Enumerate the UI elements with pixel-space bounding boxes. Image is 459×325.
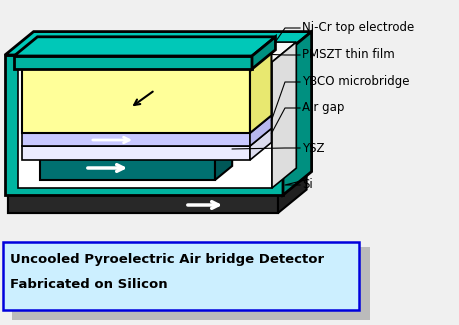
Polygon shape xyxy=(5,55,282,195)
Polygon shape xyxy=(18,62,271,188)
Text: Si: Si xyxy=(302,178,312,191)
Polygon shape xyxy=(249,49,271,133)
Text: Air gap: Air gap xyxy=(302,101,344,114)
Polygon shape xyxy=(5,32,311,55)
Polygon shape xyxy=(277,170,306,213)
Text: PMSZT thin film: PMSZT thin film xyxy=(302,48,394,61)
Polygon shape xyxy=(22,67,249,133)
Polygon shape xyxy=(22,115,271,133)
Polygon shape xyxy=(12,247,369,320)
Polygon shape xyxy=(8,170,306,193)
Polygon shape xyxy=(22,128,271,146)
Polygon shape xyxy=(249,128,271,160)
Polygon shape xyxy=(40,158,214,180)
Text: Fabricated on Silicon: Fabricated on Silicon xyxy=(10,279,167,292)
FancyBboxPatch shape xyxy=(3,242,358,310)
Polygon shape xyxy=(252,37,275,69)
Polygon shape xyxy=(14,37,275,56)
Text: Ni-Cr top electrode: Ni-Cr top electrode xyxy=(302,21,414,34)
Polygon shape xyxy=(249,115,271,146)
Text: Uncooled Pyroelectric Air bridge Detector: Uncooled Pyroelectric Air bridge Detecto… xyxy=(10,254,324,266)
Polygon shape xyxy=(22,49,271,67)
Text: YBCO microbridge: YBCO microbridge xyxy=(302,75,409,88)
Polygon shape xyxy=(282,32,311,195)
Polygon shape xyxy=(40,144,232,158)
Polygon shape xyxy=(22,146,249,160)
Polygon shape xyxy=(271,42,296,188)
Text: YSZ: YSZ xyxy=(302,141,324,154)
Polygon shape xyxy=(22,133,249,146)
Polygon shape xyxy=(8,193,277,213)
Polygon shape xyxy=(18,42,296,62)
Polygon shape xyxy=(14,56,252,69)
Polygon shape xyxy=(8,193,277,213)
Polygon shape xyxy=(214,144,232,180)
